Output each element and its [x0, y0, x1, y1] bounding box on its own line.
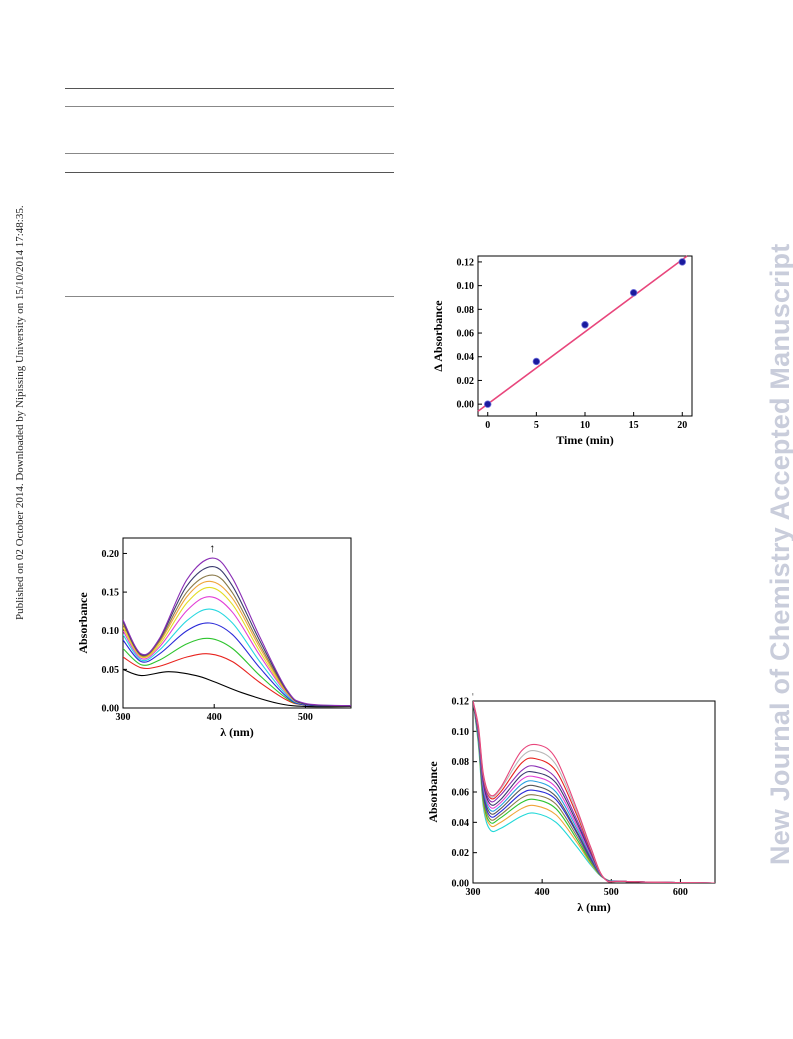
plot-frame [477, 255, 693, 417]
x-axis-label: λ (nm) [220, 725, 254, 739]
arrow-annotation: ↑ [209, 541, 215, 555]
spectrum-line [123, 622, 351, 707]
x-tick-label: 20 [677, 420, 687, 431]
y-tick-label: 0.05 [102, 665, 120, 676]
spectrum-line [123, 557, 351, 707]
y-tick-label: 0.10 [452, 727, 470, 738]
x-tick-label: 15 [629, 420, 639, 431]
data-point [678, 258, 686, 266]
fit-line [477, 255, 688, 412]
x-tick-label: 10 [580, 420, 590, 431]
uv-spectra-chart-left: 300 400 500 0.00 0.05 0.10 0.15 0.20 λ (nm) Absor… [76, 537, 352, 739]
spectra-group [473, 701, 715, 883]
y-tick-label: 0.00 [457, 400, 475, 411]
y-tick-label: 0.08 [457, 305, 475, 316]
y-tick-label: 0.15 [102, 588, 120, 599]
y-tick-label: 0.00 [452, 879, 470, 890]
data-point [629, 289, 638, 297]
plot-frame [122, 537, 352, 709]
x-tick-label: 400 [535, 887, 550, 898]
arrow-annotation: ↑ [470, 693, 476, 698]
table-body-rule [65, 172, 394, 173]
y-tick-label: 0.12 [452, 697, 470, 708]
x-tick-label: 600 [673, 887, 688, 898]
watermark-text: New Journal of Chemistry Accepted Manusc… [765, 243, 793, 865]
x-tick-label: 500 [298, 712, 313, 723]
publication-note: Published on 02 October 2014. Downloaded… [14, 205, 26, 620]
uv-spectra-chart-right: 300 400 500 600 0.00 0.02 0.04 0.06 0.08 0.10 0.12… [426, 693, 716, 914]
y-tick-label: 0.04 [457, 352, 475, 363]
x-tick-label: 300 [466, 887, 481, 898]
kinetic-chart: 0 5 10 15 20 0.00 0.02 0.04 0.06 0.08 0.10 0.12 Time… [431, 255, 693, 447]
table-bottom-rule [65, 296, 394, 297]
x-tick-label: 5 [534, 420, 539, 431]
y-tick-label: 0.04 [452, 818, 470, 829]
y-tick-label: 0.08 [452, 757, 470, 768]
table-mid-rule [65, 153, 394, 154]
y-axis-label: Absorbance [426, 761, 440, 823]
y-tick-label: 0.00 [102, 704, 120, 715]
y-tick-label: 0.06 [457, 329, 475, 340]
y-tick-label: 0.12 [457, 257, 475, 268]
y-tick-label: 0.10 [102, 626, 120, 637]
x-tick-label: 300 [116, 712, 131, 723]
spectra-group [123, 557, 351, 708]
y-tick-label: 0.02 [452, 848, 470, 859]
x-axis-label: λ (nm) [577, 900, 611, 914]
x-tick-label: 0 [485, 420, 490, 431]
x-tick-label: 500 [604, 887, 619, 898]
x-axis-label: Time (min) [556, 433, 613, 447]
y-tick-label: 0.06 [452, 788, 470, 799]
data-point [581, 321, 589, 329]
y-tick-label: 0.02 [457, 376, 475, 387]
spectrum-line [123, 637, 351, 707]
x-tick-label: 400 [207, 712, 222, 723]
y-tick-label: 0.10 [457, 281, 475, 292]
table-top-rule [65, 88, 394, 89]
spectrum-line [473, 701, 715, 883]
spectrum-line [123, 668, 351, 708]
data-point [484, 400, 492, 408]
data-point [532, 357, 541, 366]
y-axis-label: Δ Absorbance [431, 300, 445, 372]
spectrum-line [123, 596, 351, 707]
y-tick-label: 0.20 [102, 549, 120, 560]
y-axis-label: Absorbance [76, 592, 90, 654]
table-header-rule [65, 106, 394, 107]
